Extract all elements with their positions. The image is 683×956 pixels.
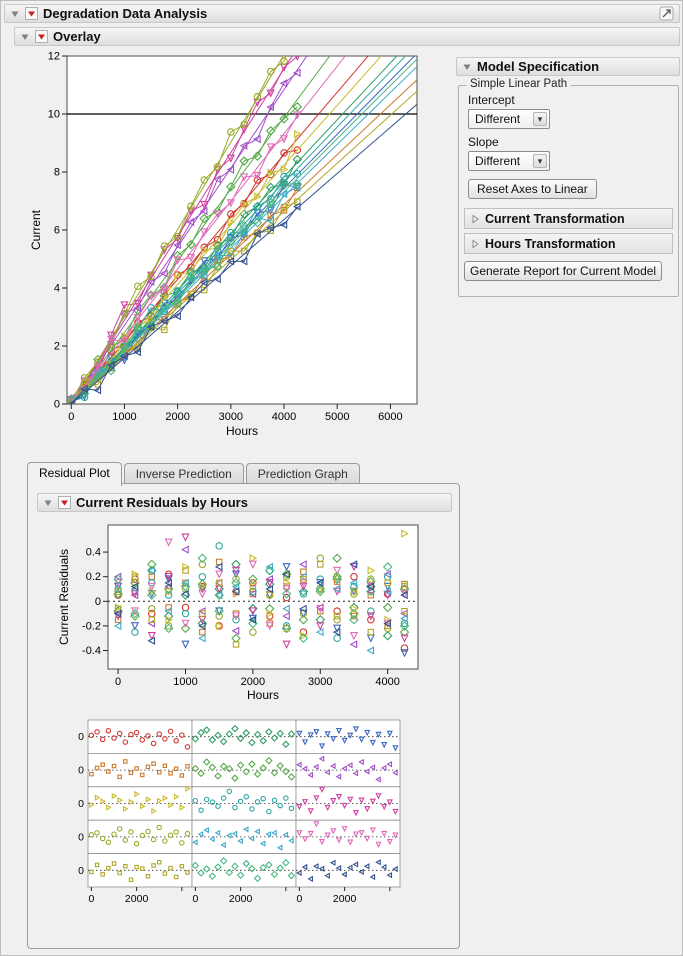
svg-text:1000: 1000 xyxy=(173,676,197,688)
svg-text:0: 0 xyxy=(95,596,101,608)
svg-text:6: 6 xyxy=(54,225,60,237)
svg-text:10: 10 xyxy=(48,109,60,121)
svg-text:4000: 4000 xyxy=(375,676,399,688)
svg-text:2000: 2000 xyxy=(125,893,149,905)
svg-text:Hours: Hours xyxy=(247,688,279,702)
report-outline-header: Degradation Data Analysis xyxy=(4,4,680,23)
svg-text:0.4: 0.4 xyxy=(86,547,101,559)
svg-text:0: 0 xyxy=(78,731,84,743)
svg-text:Current: Current xyxy=(29,209,43,250)
svg-text:2000: 2000 xyxy=(229,893,253,905)
svg-text:-0.4: -0.4 xyxy=(82,645,101,657)
svg-text:2000: 2000 xyxy=(241,676,265,688)
current-residuals-title: Current Residuals by Hours xyxy=(76,495,248,510)
svg-text:0: 0 xyxy=(54,399,60,411)
disclosure-open-icon[interactable] xyxy=(20,32,30,42)
residuals-scatter-plot[interactable]: 0 1000 2000 3000 4000 -0.4 -0.2 0 0.2 0.4 Hours Cur… xyxy=(56,517,431,707)
svg-text:-0.2: -0.2 xyxy=(82,620,101,632)
red-triangle-menu-icon[interactable] xyxy=(25,7,38,20)
generate-report-button[interactable]: Generate Report for Current Model xyxy=(464,261,663,281)
disclosure-open-icon[interactable] xyxy=(10,9,20,19)
current-transformation-outline[interactable]: Current Transformation xyxy=(464,208,673,229)
open-in-window-icon[interactable] xyxy=(659,6,674,21)
simple-linear-path-group: Simple Linear Path Intercept Different ▾… xyxy=(458,78,679,297)
svg-text:0: 0 xyxy=(78,865,84,877)
svg-text:2: 2 xyxy=(54,341,60,353)
residual-plot-tab-panel: Current Residuals by Hours 0 1000 2000 3000… xyxy=(27,483,460,949)
tab-bar: Residual Plot Inverse Prediction Predict… xyxy=(27,462,360,486)
slope-dropdown-value: Different xyxy=(475,154,521,168)
overlay-plot-frame: 0 1000 2000 3000 4000 5000 6000 0 2 4 6 8 10 12 Hours C… xyxy=(29,51,441,450)
report-title: Degradation Data Analysis xyxy=(43,6,208,21)
reset-axes-button[interactable]: Reset Axes to Linear xyxy=(468,179,597,199)
intercept-dropdown-value: Different xyxy=(475,112,521,126)
disclosure-open-icon[interactable] xyxy=(462,62,472,72)
svg-text:3000: 3000 xyxy=(219,411,243,423)
svg-text:6000: 6000 xyxy=(378,411,402,423)
svg-text:0: 0 xyxy=(296,893,302,905)
svg-text:0: 0 xyxy=(192,893,198,905)
svg-text:0: 0 xyxy=(78,831,84,843)
overlay-plot[interactable]: 0 1000 2000 3000 4000 5000 6000 0 2 4 6 8 10 12 Hours C… xyxy=(29,51,441,445)
hours-transformation-label: Hours Transformation xyxy=(485,236,616,251)
svg-text:2000: 2000 xyxy=(165,411,189,423)
svg-text:5000: 5000 xyxy=(325,411,349,423)
svg-text:Current Residuals: Current Residuals xyxy=(57,549,71,645)
svg-text:0: 0 xyxy=(88,893,94,905)
tab-inverse-prediction[interactable]: Inverse Prediction xyxy=(123,463,244,485)
hours-transformation-outline[interactable]: Hours Transformation xyxy=(464,233,673,254)
disclosure-closed-icon[interactable] xyxy=(470,239,480,249)
overlay-title: Overlay xyxy=(53,29,101,44)
chevron-down-icon: ▾ xyxy=(533,154,547,168)
disclosure-closed-icon[interactable] xyxy=(470,214,480,224)
residuals-by-unit-grid[interactable]: 0 0 0 0 0 0 2000 0 2000 0 2000 xyxy=(70,716,406,908)
svg-text:2000: 2000 xyxy=(333,893,357,905)
svg-text:Hours: Hours xyxy=(226,424,258,438)
current-residuals-header: Current Residuals by Hours xyxy=(37,493,452,512)
tab-residual-plot[interactable]: Residual Plot xyxy=(27,462,122,486)
svg-text:0: 0 xyxy=(78,765,84,777)
red-triangle-menu-icon[interactable] xyxy=(35,30,48,43)
svg-text:8: 8 xyxy=(54,167,60,179)
current-transformation-label: Current Transformation xyxy=(485,211,625,226)
chevron-down-icon: ▾ xyxy=(533,112,547,126)
disclosure-open-icon[interactable] xyxy=(43,498,53,508)
slope-dropdown[interactable]: Different ▾ xyxy=(468,151,550,171)
group-title: Simple Linear Path xyxy=(466,78,572,90)
svg-text:4000: 4000 xyxy=(272,411,296,423)
tab-prediction-graph[interactable]: Prediction Graph xyxy=(245,463,360,485)
svg-text:0.2: 0.2 xyxy=(86,571,101,583)
svg-text:4: 4 xyxy=(54,283,60,295)
svg-text:12: 12 xyxy=(48,51,60,63)
svg-text:3000: 3000 xyxy=(308,676,332,688)
svg-text:1000: 1000 xyxy=(112,411,136,423)
svg-text:0: 0 xyxy=(115,676,121,688)
svg-text:0: 0 xyxy=(78,798,84,810)
red-triangle-menu-icon[interactable] xyxy=(58,496,71,509)
intercept-label: Intercept xyxy=(468,93,515,107)
intercept-dropdown[interactable]: Different ▾ xyxy=(468,109,550,129)
model-specification-header: Model Specification xyxy=(456,57,680,76)
slope-label: Slope xyxy=(468,135,499,149)
overlay-outline-header: Overlay xyxy=(14,27,680,46)
svg-text:0: 0 xyxy=(68,411,74,423)
model-specification-title: Model Specification xyxy=(477,59,600,74)
